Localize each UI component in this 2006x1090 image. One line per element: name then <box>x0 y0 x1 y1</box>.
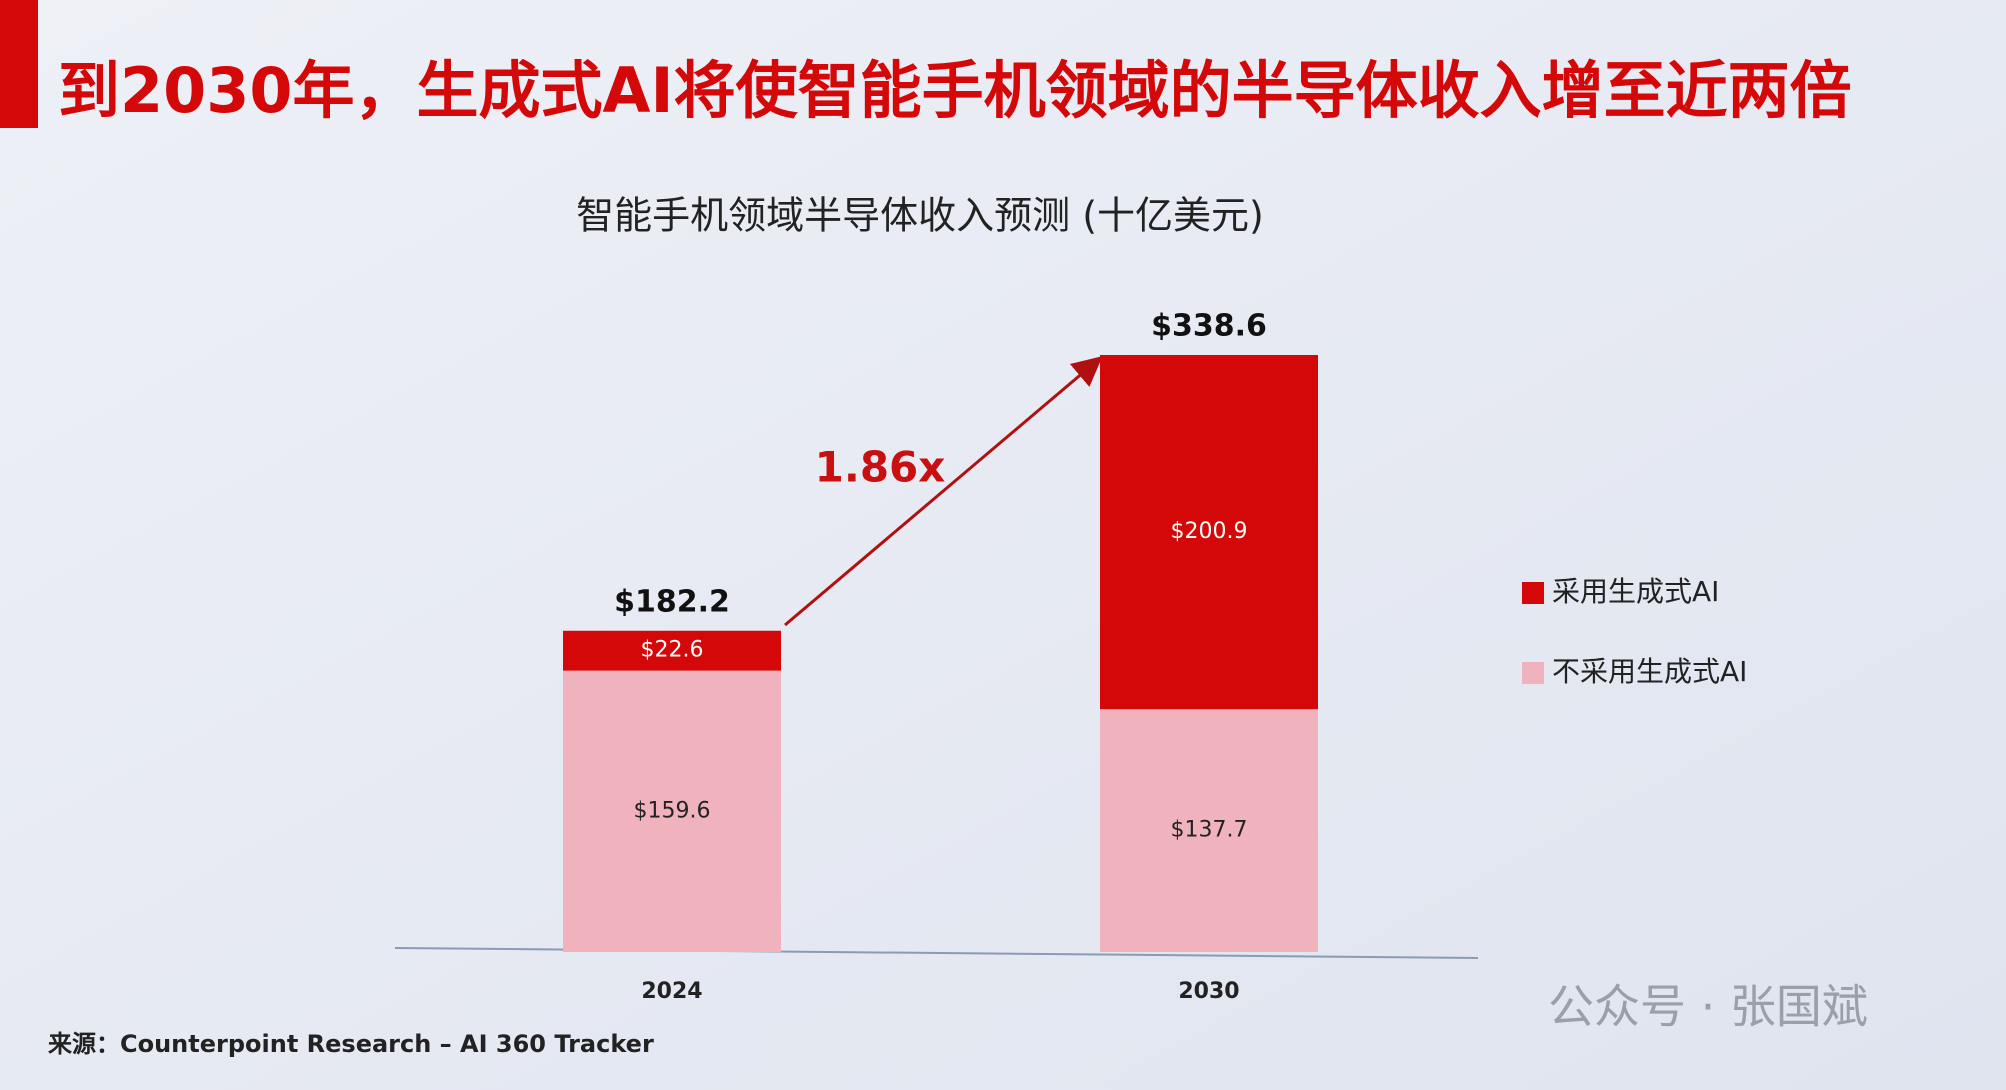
bar-segment <box>1100 355 1318 710</box>
source: 来源：Counterpoint Research – AI 360 Tracke… <box>48 1030 654 1058</box>
total-label: $182.2 <box>614 584 730 619</box>
legend-swatch <box>1522 582 1544 604</box>
chart-subtitle: 智能手机领域半导体收入预测 (十亿美元) <box>576 194 1264 238</box>
x-tick-label: 2030 <box>1178 979 1239 1004</box>
growth-arrow <box>784 356 1103 627</box>
bar-segment <box>1100 709 1318 952</box>
legend-label: 不采用生成式AI <box>1552 655 1747 688</box>
data-label: $22.6 <box>641 638 704 663</box>
title-accent <box>0 0 38 128</box>
legend-swatch <box>1522 662 1544 684</box>
bar-segment <box>563 630 781 671</box>
watermark: 公众号 · 张国斌 <box>1548 980 1868 1034</box>
x-tick-label: 2024 <box>641 979 702 1004</box>
growth-annotation: 1.86x <box>815 443 946 492</box>
data-label: $200.9 <box>1171 519 1248 544</box>
legend-label: 采用生成式AI <box>1552 575 1719 608</box>
bar-segment <box>563 670 781 952</box>
data-label: $159.6 <box>634 798 711 823</box>
data-label: $137.7 <box>1171 818 1248 843</box>
total-label: $338.6 <box>1151 309 1267 344</box>
chart-title: 到2030年，生成式AI将使智能手机领域的半导体收入增至近两倍 <box>58 54 1852 127</box>
